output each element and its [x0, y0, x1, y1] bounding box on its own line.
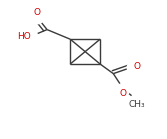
Text: CH₃: CH₃ [128, 100, 145, 109]
Text: O: O [133, 62, 140, 71]
Text: O: O [34, 8, 41, 17]
Text: O: O [120, 89, 127, 98]
Text: HO: HO [17, 32, 31, 41]
